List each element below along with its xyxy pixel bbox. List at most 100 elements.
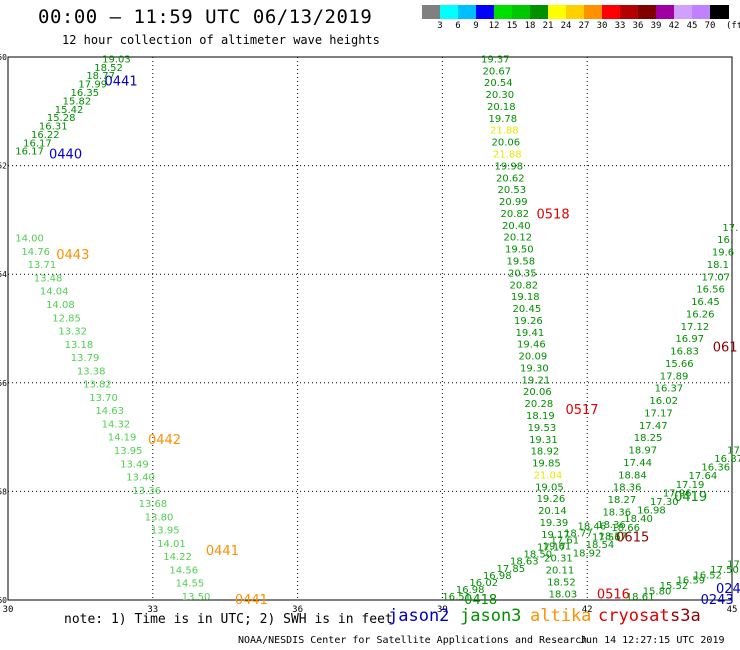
x-tick-label: 33 [147,605,158,615]
wave-height-value: 20.12 [504,233,533,244]
map-subtitle: 12 hour collection of altimeter wave hei… [62,33,380,47]
axis-tick-labels: 30 33 36 39 42 45 -50 -52 -54 -56 -58 -60 [0,53,737,615]
wave-height-value: 13.80 [145,512,174,523]
wave-height-value: 13.36 [132,486,161,497]
colorbar-label: 33 [614,21,626,31]
wave-height-value: 16.51 [442,592,471,603]
wave-height-value: 20.11 [546,566,575,577]
wave-height-value: 16.36 [701,463,730,474]
wave-height-value: 15.52 [660,581,689,592]
wave-height-value: 18.36 [613,483,642,494]
wave-height-colorbar [422,5,729,19]
wave-height-value: 16.35 [71,88,100,99]
wave-height-value: 16.22 [31,130,60,141]
wave-height-value: 18.1 [707,260,729,271]
y-tick-label: -54 [0,270,7,279]
pass-number-label: 0243 [701,593,734,608]
wave-height-value: 19.46 [517,340,546,351]
wave-height-value: 19.98 [495,161,524,172]
x-tick-label: 36 [292,605,303,615]
wave-height-value: 21.88 [493,150,522,161]
wave-height-value: 16.87 [714,454,740,465]
legend-entry-jason3: jason3 [460,606,522,626]
colorbar-label: 21 [542,21,554,31]
map-grid [8,57,732,600]
wave-height-value: 17.47 [639,421,668,432]
wave-height-value: 18.77 [564,528,593,539]
colorbar-swatch [638,5,657,19]
wave-height-value: 17. [727,559,740,570]
wave-height-value: 19.26 [514,316,543,327]
wave-height-value: 18.36 [602,508,631,519]
wave-height-value: 19.05 [535,482,564,493]
pass-labels: 0441 0440 0443 0442 0441 0441 0518 0517 0516 0615… [49,74,740,608]
wave-height-value: 16.97 [675,334,704,345]
wave-height-value: 14.56 [169,565,198,576]
wave-height-value: 17.85 [496,564,525,575]
wave-height-value: 12.85 [52,313,81,324]
y-tick-label: -50 [0,53,7,62]
pass-number-label: 0441 [235,593,268,608]
pass-number-label: 0441 [105,74,138,89]
wave-height-value: 20.82 [510,280,539,291]
colorbar-label: 45 [686,21,698,31]
wave-height-value: 14.08 [46,300,75,311]
wave-height-value: 17.89 [660,371,689,382]
wave-height-value: 18.52 [547,577,576,588]
wave-height-value: 15.28 [47,113,76,124]
wave-height-value: 19.18 [511,292,540,303]
wave-height-value: 18.84 [618,470,647,481]
wave-height-value: 17.56 [592,532,621,543]
colorbar-swatch [674,5,693,19]
wave-height-value: 19.6 [712,248,734,259]
wave-height-value: 13.50 [182,592,211,603]
y-tick-label: -60 [0,596,7,605]
colorbar-swatch [602,5,621,19]
note-text: note: 1) Time is in UTC; 2) SWH is in fe… [64,612,393,627]
wave-height-value: 19.31 [529,435,558,446]
wave-height-value: 17.99 [78,80,107,91]
colorbar-swatch [710,5,729,19]
altimeter-tracks: 19.0318.5218.7717.9916.3515.8215.4215.28… [15,54,740,603]
wave-height-value: 15.42 [55,105,84,116]
wave-height-value: 16.52 [693,570,722,581]
wave-height-value: 19.58 [507,256,536,267]
wave-height-value: 18.63 [510,557,539,568]
wave-height-value: 16.98 [637,506,666,517]
legend-entry-altika: altika [530,606,592,626]
pass-number-label: 0418 [464,593,497,608]
wave-height-value: 13.70 [89,393,118,404]
wave-height-value: 19.17 [541,530,570,541]
wave-height-value: 13.82 [83,380,112,391]
wave-height-value: 16.26 [686,309,715,320]
wave-height-value: 16.59 [676,576,705,587]
wave-height-value: 19.37 [481,54,510,65]
wave-height-value: 19.85 [532,459,561,470]
wave-height-value: 14.01 [157,539,186,550]
wave-height-value: 17.96 [663,488,692,499]
wave-height-value: 14.00 [15,234,44,245]
x-tick-label: 45 [727,605,738,615]
wave-height-value: 19.53 [528,423,557,434]
wave-height-value: 20.67 [483,66,512,77]
wave-height-value: 15.66 [665,359,694,370]
colorbar-swatch [656,5,675,19]
legend-entry-s3a: s3a [670,606,701,626]
wave-height-value: 17.17 [644,408,673,419]
legend-entry-jason2: jason2 [388,606,450,626]
colorbar-unit: (ft) [726,21,740,31]
wave-height-value: 15.82 [63,96,92,107]
map-frame [7,56,733,601]
pass-number-label: 0615 [616,531,649,546]
wave-height-value: 16. [717,235,733,246]
x-tick-label: 39 [437,605,448,615]
wave-height-value: 18.92 [531,447,560,458]
colorbar-swatch [620,5,639,19]
wave-height-value: 16.83 [670,347,699,358]
wave-height-value: 14.63 [95,406,124,417]
wave-height-value: 17.50 [710,565,739,576]
wave-height-value: 13.95 [151,526,180,537]
colorbar-swatch [458,5,477,19]
wave-height-value: 19.39 [540,518,569,529]
